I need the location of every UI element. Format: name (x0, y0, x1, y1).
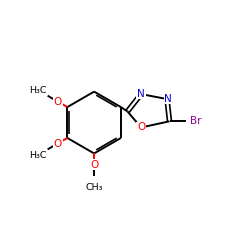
Text: N: N (164, 94, 172, 104)
Text: O: O (137, 122, 145, 132)
Text: O: O (90, 160, 98, 170)
Text: H₃C: H₃C (29, 86, 46, 94)
Text: O: O (54, 96, 62, 106)
Text: O: O (54, 138, 62, 148)
Text: H₃C: H₃C (29, 150, 46, 160)
Text: Br: Br (190, 116, 202, 126)
Text: CH₃: CH₃ (85, 183, 103, 192)
Text: N: N (137, 88, 145, 99)
